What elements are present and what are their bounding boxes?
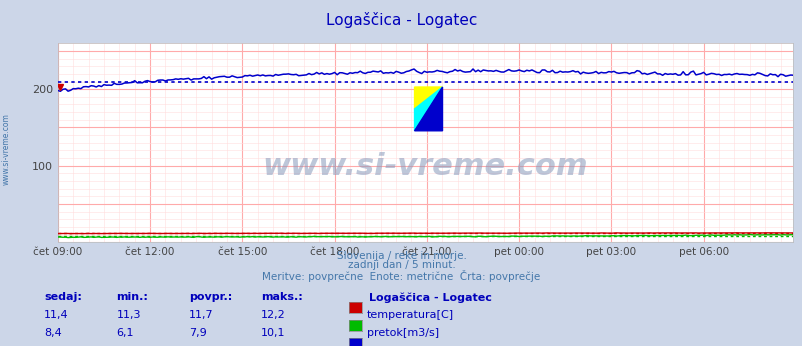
Text: Logaščica - Logatec: Logaščica - Logatec	[369, 292, 492, 303]
Text: 8,4: 8,4	[44, 328, 62, 338]
Polygon shape	[414, 87, 442, 131]
Text: povpr.:: povpr.:	[188, 292, 232, 302]
Text: www.si-vreme.com: www.si-vreme.com	[262, 152, 588, 181]
Text: 11,3: 11,3	[116, 310, 141, 320]
Text: Slovenija / reke in morje.: Slovenija / reke in morje.	[336, 251, 466, 261]
Text: sedaj:: sedaj:	[44, 292, 82, 302]
Polygon shape	[414, 87, 442, 109]
Text: 6,1: 6,1	[116, 328, 134, 338]
Text: min.:: min.:	[116, 292, 148, 302]
Text: zadnji dan / 5 minut.: zadnji dan / 5 minut.	[347, 260, 455, 270]
Text: www.si-vreme.com: www.si-vreme.com	[2, 113, 11, 185]
Text: 12,2: 12,2	[261, 310, 286, 320]
Text: maks.:: maks.:	[261, 292, 302, 302]
Text: Meritve: povprečne  Enote: metrične  Črta: povprečje: Meritve: povprečne Enote: metrične Črta:…	[262, 270, 540, 282]
Text: pretok[m3/s]: pretok[m3/s]	[367, 328, 439, 338]
Text: temperatura[C]: temperatura[C]	[367, 310, 453, 320]
Polygon shape	[414, 87, 442, 131]
Text: Logaščica - Logatec: Logaščica - Logatec	[326, 12, 476, 28]
Text: 11,4: 11,4	[44, 310, 69, 320]
Text: 11,7: 11,7	[188, 310, 213, 320]
Text: 7,9: 7,9	[188, 328, 206, 338]
Text: 10,1: 10,1	[261, 328, 286, 338]
